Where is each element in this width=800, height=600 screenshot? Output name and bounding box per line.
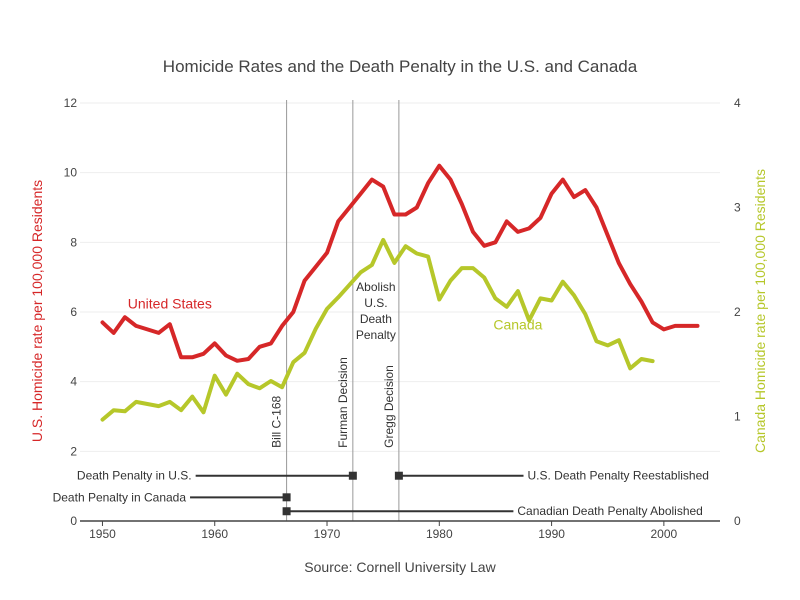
grid-layer	[80, 102, 720, 452]
x-tick-label: 1960	[201, 527, 228, 541]
x-tick-label: 1950	[89, 527, 116, 541]
y-right-tick-label: 3	[734, 201, 741, 215]
y-left-tick-label: 12	[64, 96, 78, 110]
timeline-label: U.S. Death Penalty Reestablished	[528, 469, 709, 483]
y-right-tick-label: 2	[734, 305, 741, 319]
event-label: Furman Decision	[336, 357, 350, 448]
chart-source: Source: Cornell University Law	[304, 559, 496, 575]
timeline-layer: Death Penalty in U.S. U.S. Death Penalty …	[53, 469, 709, 519]
series-layer	[100, 163, 700, 422]
event-label: Gregg Decision	[382, 365, 396, 448]
event-lines	[286, 100, 400, 521]
series-label: United States	[128, 296, 212, 312]
timeline-label: Canadian Death Penalty Abolished	[517, 504, 702, 518]
timeline-marker	[394, 471, 403, 480]
y-left-tick-label: 2	[70, 444, 77, 458]
y-right-tick-label: 0	[734, 514, 741, 528]
event-label: Bill C-168	[270, 396, 284, 448]
y-left-tick-label: 6	[70, 305, 77, 319]
series-line-united-states	[100, 163, 700, 363]
timeline-label: Death Penalty in U.S.	[77, 469, 192, 483]
timeline-marker	[348, 471, 357, 480]
label-layer: Bill C-168 Furman Decision Gregg Decision A…	[128, 280, 543, 448]
x-tick-label: 1990	[538, 527, 565, 541]
timeline-marker	[282, 507, 291, 516]
y-axis-right-title: Canada Homicide rate per 100,000 Residen…	[752, 169, 768, 453]
timeline-label: Death Penalty in Canada	[53, 490, 187, 504]
timeline-marker	[282, 493, 291, 502]
x-tick-label: 1970	[314, 527, 341, 541]
abolish-note-line: Abolish	[356, 280, 395, 294]
y-left-tick-label: 8	[70, 235, 77, 249]
series-line-canada	[100, 237, 655, 422]
abolish-note-line: U.S.	[364, 296, 387, 310]
abolish-note-line: Penalty	[356, 328, 396, 342]
y-left-tick-label: 10	[64, 166, 78, 180]
y-right-tick-label: 4	[734, 96, 741, 110]
series-label: Canada	[493, 316, 542, 332]
y-left-tick-label: 0	[70, 514, 77, 528]
x-tick-label: 2000	[651, 527, 678, 541]
chart-title: Homicide Rates and the Death Penalty in …	[163, 57, 638, 76]
y-right-tick-label: 1	[734, 410, 741, 424]
x-tick-label: 1980	[426, 527, 453, 541]
abolish-note-line: Death	[360, 312, 392, 326]
y-left-tick-label: 4	[70, 375, 77, 389]
y-axis-left-title: U.S. Homicide rate per 100,000 Residents	[29, 180, 45, 442]
